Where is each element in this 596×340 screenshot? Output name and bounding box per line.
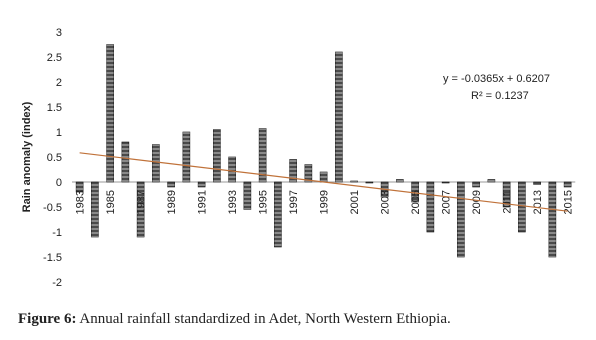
bar-hatch: [167, 182, 175, 187]
caption: Figure 6: Annual rainfall standardized i…: [18, 311, 451, 327]
y-tick-label: 0.5: [47, 152, 62, 164]
bar-hatch: [335, 52, 343, 182]
x-tick-label: 1989: [166, 190, 178, 214]
bar-hatch: [304, 164, 312, 182]
x-tick-label: 1993: [227, 190, 239, 214]
y-tick-label: -2: [52, 277, 62, 289]
y-tick-label: 2: [56, 77, 62, 89]
trendline-r2: R² = 0.1237: [471, 90, 529, 102]
x-tick-label: 1991: [197, 190, 209, 214]
bar-hatch: [548, 182, 556, 257]
bar-hatch: [274, 182, 282, 247]
bar-hatch: [442, 182, 450, 183]
x-tick-label: 2007: [441, 190, 453, 214]
y-tick-label: 2.5: [47, 52, 62, 64]
bar-hatch: [137, 182, 145, 237]
trendline: [79, 152, 568, 212]
trendline-equation: y = -0.0365x + 0.6207: [443, 73, 550, 85]
x-tick-label: 2015: [563, 190, 575, 214]
y-tick-label: -0.5: [43, 202, 62, 214]
y-tick-label: -1.5: [43, 252, 62, 264]
bar-hatch: [396, 179, 404, 182]
bar-hatch: [91, 182, 99, 237]
bar-hatch: [259, 128, 267, 182]
x-tick-label: 1983: [75, 190, 87, 214]
bar-hatch: [198, 182, 206, 187]
bar-hatch: [564, 182, 572, 187]
bar-hatch: [228, 157, 236, 182]
caption-text: Annual rainfall standardized in Adet, No…: [76, 311, 450, 327]
bar-hatch: [213, 129, 221, 182]
y-axis-label: Rain anomaly (index): [21, 101, 33, 212]
x-tick-label: 1985: [105, 190, 117, 214]
x-tick-label: 2003: [380, 190, 392, 214]
bar-hatch: [487, 179, 495, 182]
bar-hatch: [518, 182, 526, 232]
x-tick-label: 1987: [136, 190, 148, 214]
x-tick-label: 2011: [502, 190, 514, 214]
bar-hatch: [182, 132, 190, 182]
y-tick-label: 0: [56, 177, 62, 189]
bar-hatch: [533, 182, 541, 185]
bar-hatch: [289, 159, 297, 182]
x-tick-label: 1995: [258, 190, 270, 214]
bar-hatch: [243, 182, 251, 210]
x-tick-label: 2013: [532, 190, 544, 214]
x-tick-label: 2001: [349, 190, 361, 214]
bar-hatch: [472, 182, 480, 187]
bar-hatch: [350, 181, 358, 182]
bar-hatch: [411, 182, 419, 202]
x-tick-label: 1999: [319, 190, 331, 214]
x-tick-label: 1997: [288, 190, 300, 214]
bar-hatch: [152, 144, 160, 182]
y-tick-label: 3: [56, 27, 62, 39]
bar-hatch: [365, 182, 373, 183]
bar-hatch: [320, 172, 328, 182]
y-tick-label: -1: [52, 227, 62, 239]
caption-label: Figure 6:: [18, 311, 76, 327]
bar-hatch: [457, 182, 465, 257]
x-tick-label: 2005: [410, 190, 422, 214]
bar-hatch: [106, 44, 114, 182]
y-tick-label: 1.5: [47, 102, 62, 114]
bar-hatch: [426, 182, 434, 232]
bar-hatch: [503, 182, 511, 207]
bar-hatch: [121, 142, 129, 182]
x-tick-label: 2009: [471, 190, 483, 214]
bar-hatch: [76, 182, 84, 192]
y-tick-label: 1: [56, 127, 62, 139]
